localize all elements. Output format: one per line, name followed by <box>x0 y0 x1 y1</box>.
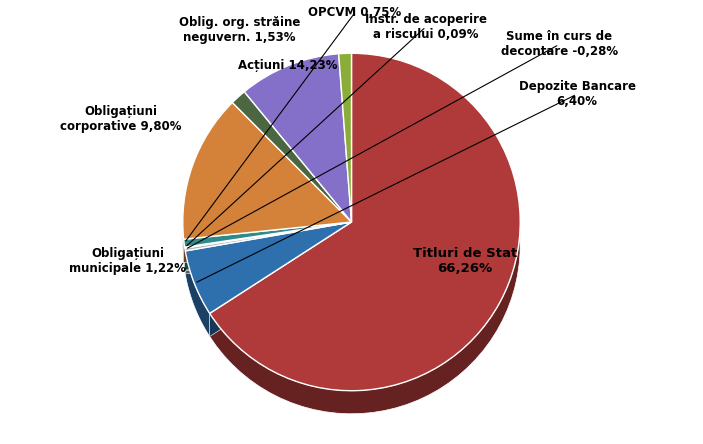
Wedge shape <box>244 54 352 222</box>
Text: Obligațiuni
corporative 9,80%: Obligațiuni corporative 9,80% <box>60 105 181 133</box>
Polygon shape <box>183 222 352 262</box>
Wedge shape <box>185 222 352 248</box>
Polygon shape <box>186 222 352 274</box>
Wedge shape <box>233 92 352 222</box>
Polygon shape <box>185 222 352 270</box>
Text: Instr. de acoperire
a riscului 0,09%: Instr. de acoperire a riscului 0,09% <box>365 12 487 41</box>
Wedge shape <box>183 222 352 247</box>
Text: Titluri de Stat
66,26%: Titluri de Stat 66,26% <box>413 247 517 275</box>
Text: Obligațiuni
municipale 1,22%: Obligațiuni municipale 1,22% <box>69 247 186 275</box>
Text: Sume în curs de
decontare -0,28%: Sume în curs de decontare -0,28% <box>501 30 618 59</box>
Wedge shape <box>209 53 520 391</box>
Polygon shape <box>185 222 352 271</box>
Text: Oblig. org. străine
neguvern. 1,53%: Oblig. org. străine neguvern. 1,53% <box>179 16 300 44</box>
Polygon shape <box>209 222 352 337</box>
Polygon shape <box>186 222 352 274</box>
Polygon shape <box>185 222 352 271</box>
Polygon shape <box>209 222 352 337</box>
Wedge shape <box>183 103 352 239</box>
Polygon shape <box>183 239 185 270</box>
Text: OPCVM 0,75%: OPCVM 0,75% <box>309 6 401 19</box>
Wedge shape <box>186 222 352 313</box>
Text: Acțiuni 14,23%: Acțiuni 14,23% <box>238 59 337 72</box>
Wedge shape <box>339 53 352 222</box>
Polygon shape <box>185 222 352 270</box>
Text: Depozite Bancare
6,40%: Depozite Bancare 6,40% <box>519 80 636 108</box>
Wedge shape <box>185 222 352 251</box>
Polygon shape <box>183 222 352 262</box>
Polygon shape <box>186 251 209 337</box>
Polygon shape <box>209 229 520 414</box>
